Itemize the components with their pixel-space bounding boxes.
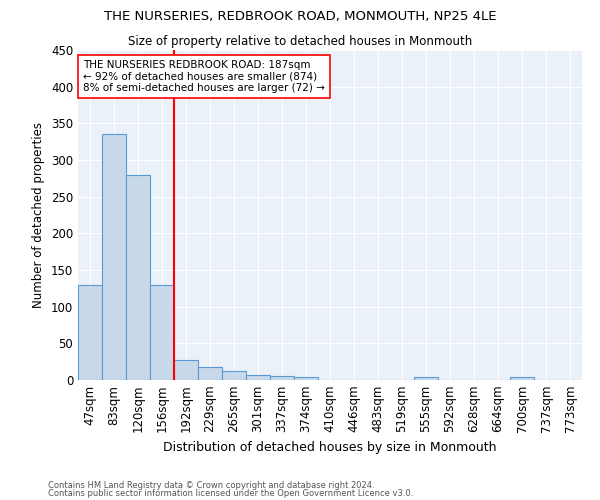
Text: THE NURSERIES, REDBROOK ROAD, MONMOUTH, NP25 4LE: THE NURSERIES, REDBROOK ROAD, MONMOUTH, … [104,10,496,23]
X-axis label: Distribution of detached houses by size in Monmouth: Distribution of detached houses by size … [163,441,497,454]
Text: Contains public sector information licensed under the Open Government Licence v3: Contains public sector information licen… [48,489,413,498]
Bar [150,284,174,380]
Bar [78,284,102,380]
Bar [102,134,126,380]
Bar [414,377,438,380]
Text: Contains HM Land Registry data © Crown copyright and database right 2024.: Contains HM Land Registry data © Crown c… [48,480,374,490]
Bar [294,377,318,380]
Y-axis label: Number of detached properties: Number of detached properties [32,122,46,308]
Bar [126,174,150,380]
Bar [510,377,534,380]
Bar [174,360,198,380]
Bar [222,371,246,380]
Text: THE NURSERIES REDBROOK ROAD: 187sqm
← 92% of detached houses are smaller (874)
8: THE NURSERIES REDBROOK ROAD: 187sqm ← 92… [83,60,325,93]
Bar [246,375,270,380]
Text: Size of property relative to detached houses in Monmouth: Size of property relative to detached ho… [128,35,472,48]
Bar [198,367,222,380]
Bar [270,376,294,380]
